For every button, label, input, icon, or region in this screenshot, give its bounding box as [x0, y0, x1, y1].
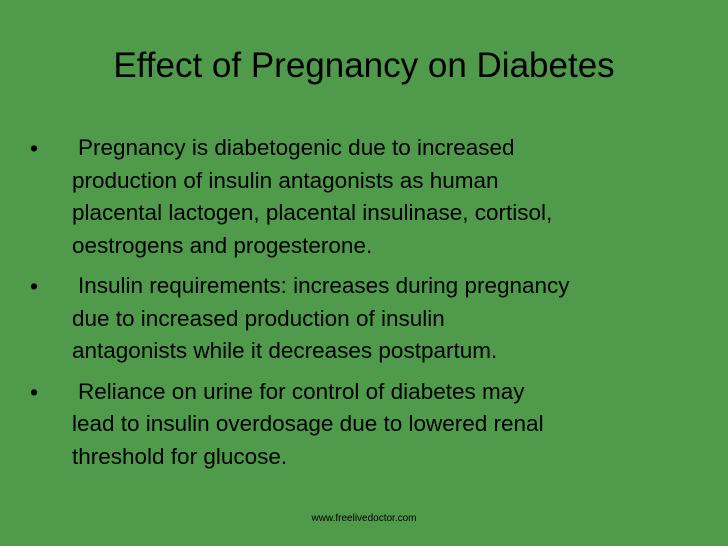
- bullet-dot: •: [30, 273, 39, 299]
- bullet-item: • Pregnancy is diabetogenic due to increa…: [30, 132, 720, 262]
- bullet-line: production of insulin antagonists as hum…: [72, 167, 499, 193]
- bullet-line: lead to insulin overdosage due to lowere…: [72, 411, 544, 436]
- bullet-item: • Insulin requirements: increases during …: [30, 270, 720, 368]
- bullet-line: Reliance on urine for control of diabete…: [78, 378, 525, 404]
- slide-title: Effect of Pregnancy on Diabetes: [113, 46, 615, 85]
- bullet-dot: •: [30, 378, 39, 405]
- bullet-line: Pregnancy is diabetogenic due to increas…: [78, 135, 515, 160]
- bullet-item: • Reliance on urine for control of diabet…: [30, 376, 720, 474]
- bullet-line: threshold for glucose.: [72, 443, 288, 469]
- bullet-dot: •: [30, 135, 39, 161]
- bullet-list: • Pregnancy is diabetogenic due to increa…: [30, 132, 720, 481]
- bullet-line: due to increased production of insulin: [72, 305, 445, 331]
- bullet-line: antagonists while it decreases postpartu…: [72, 338, 498, 363]
- bullet-line: Insulin requirements: increases during p…: [78, 273, 570, 298]
- bullet-line: oestrogens and progesterone.: [72, 232, 373, 258]
- footer: www.freelivedoctor.com: [311, 513, 417, 524]
- bullet-line: placental lactogen, placental insulinase…: [72, 200, 553, 225]
